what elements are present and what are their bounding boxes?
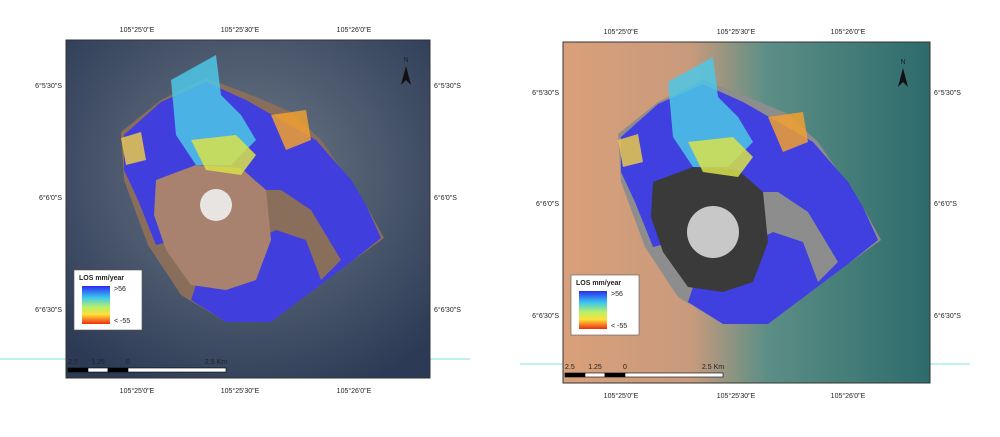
longitude-label: 105°25'30"E xyxy=(221,387,260,395)
longitude-label: 105°26'0"E xyxy=(337,26,372,34)
legend-ramp xyxy=(579,291,607,329)
map-panel: N LOS mm/year >56 < -55 2.5 1.25 0 2.5 Km 105°25… xyxy=(35,26,461,395)
scale-label: 2.5 xyxy=(68,359,78,366)
longitude-label: 105°25'0"E xyxy=(604,28,639,36)
legend: LOS mm/year >56 < -55 xyxy=(570,274,640,336)
map-panel: N LOS mm/year >56 < -55 2.5 1.25 0 2.5 Km 105°25… xyxy=(532,28,961,400)
longitude-label: 105°26'0"E xyxy=(831,392,866,400)
north-arrow xyxy=(401,66,411,85)
longitude-label: 105°25'30"E xyxy=(717,392,756,400)
deformation-high xyxy=(618,134,643,167)
longitude-label: 105°25'0"E xyxy=(120,387,155,395)
scale-bar-segment xyxy=(127,367,227,373)
longitude-label: 105°25'0"E xyxy=(120,26,155,34)
latitude-label: 6°6'30"S xyxy=(434,306,461,314)
scale-bar-segment xyxy=(67,367,89,373)
latitude-label: 6°6'30"S xyxy=(532,312,559,320)
scale-label: 2.5 Km xyxy=(205,359,227,366)
legend-high: >56 xyxy=(611,291,623,298)
scale-label: 1.25 xyxy=(588,364,602,371)
latitude-label: 6°6'30"S xyxy=(934,312,961,320)
latitude-label: 6°5'30"S xyxy=(934,89,961,97)
latitude-label: 6°5'30"S xyxy=(434,82,461,90)
scale-bar-segment xyxy=(584,372,606,378)
longitude-label: 105°25'0"E xyxy=(604,392,639,400)
legend-ramp xyxy=(82,286,110,324)
legend-high: >56 xyxy=(114,286,126,293)
longitude-label: 105°25'30"E xyxy=(221,26,260,34)
legend: LOS mm/year >56 < -55 xyxy=(73,269,143,331)
longitude-label: 105°25'30"E xyxy=(717,28,756,36)
scale-bar-segment xyxy=(87,367,109,373)
latitude-label: 6°6'0"S xyxy=(434,194,457,202)
north-label: N xyxy=(900,59,905,66)
scale-bar-segment xyxy=(564,372,586,378)
scale-label: 2.5 xyxy=(565,364,575,371)
deformation-high xyxy=(191,135,256,175)
longitude-label: 105°26'0"E xyxy=(831,28,866,36)
scale-bar-segment xyxy=(604,372,626,378)
scale-label: 0 xyxy=(623,364,627,371)
deformation-high xyxy=(271,110,311,150)
volcano-cone xyxy=(154,165,271,290)
longitude-label: 105°26'0"E xyxy=(337,387,372,395)
latitude-label: 6°5'30"S xyxy=(35,82,62,90)
scale-bar-segment xyxy=(107,367,129,373)
latitude-label: 6°6'0"S xyxy=(39,194,62,202)
legend-low: < -55 xyxy=(114,318,130,325)
latitude-label: 6°6'0"S xyxy=(536,200,559,208)
latitude-label: 6°6'0"S xyxy=(934,200,957,208)
scale-label: 0 xyxy=(126,359,130,366)
deformation-high xyxy=(768,112,808,152)
latitude-label: 6°5'30"S xyxy=(532,89,559,97)
legend-low: < -55 xyxy=(611,323,627,330)
north-arrow xyxy=(898,68,908,87)
summit-plume xyxy=(200,189,232,221)
deformation-high xyxy=(688,137,753,177)
legend-title: LOS mm/year xyxy=(576,280,621,287)
deformation-high xyxy=(121,132,146,165)
legend-title: LOS mm/year xyxy=(79,275,124,282)
scale-bar-segment xyxy=(624,372,724,378)
panels: N LOS mm/year >56 < -55 2.5 1.25 0 2.5 Km 105°25… xyxy=(35,26,961,400)
north-label: N xyxy=(403,57,408,64)
scale-label: 2.5 Km xyxy=(702,364,724,371)
latitude-label: 6°6'30"S xyxy=(35,306,62,314)
crater-lake xyxy=(687,206,739,258)
scale-label: 1.25 xyxy=(91,359,105,366)
